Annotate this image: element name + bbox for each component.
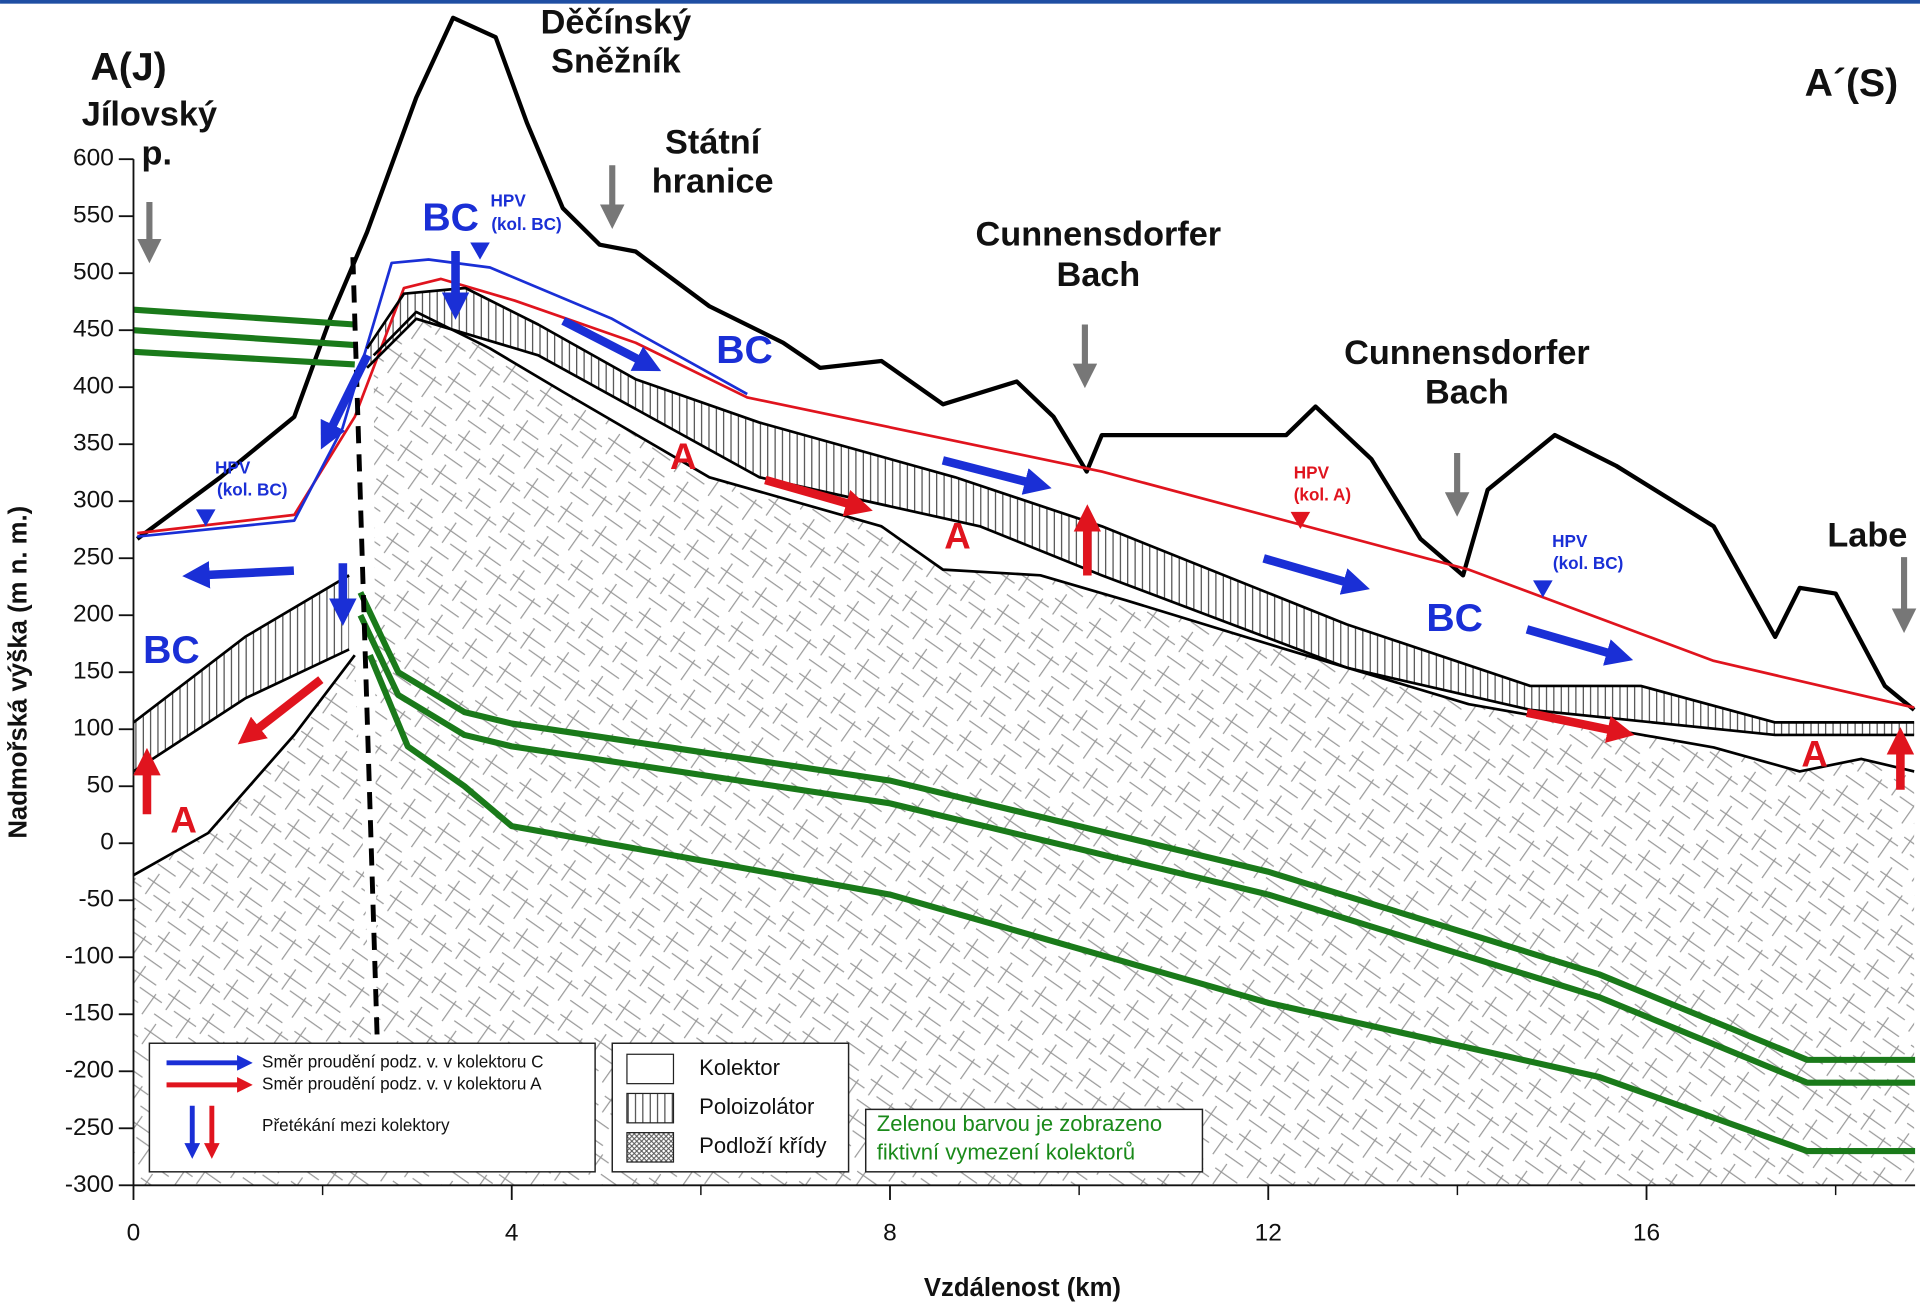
legend-text: Podloží křídy bbox=[699, 1133, 826, 1158]
collector-label: BC bbox=[143, 629, 200, 672]
x-tick-label: 4 bbox=[505, 1220, 519, 1247]
hpv-label: HPV bbox=[491, 191, 527, 211]
y-tick-label: 400 bbox=[73, 373, 114, 400]
label: Bach bbox=[1425, 373, 1509, 411]
y-tick-label: -250 bbox=[65, 1114, 114, 1141]
hpv-label: HPV bbox=[1294, 462, 1330, 482]
label: Děčínský bbox=[541, 4, 691, 42]
label: Bach bbox=[1056, 256, 1140, 294]
collector-label: BC bbox=[716, 329, 773, 372]
label: Cunnensdorfer bbox=[1344, 334, 1590, 372]
collector-label: A bbox=[670, 436, 697, 477]
hpv-label: (kol. BC) bbox=[1553, 553, 1623, 573]
swatch-kolektor bbox=[627, 1054, 674, 1083]
label: Státní bbox=[665, 124, 762, 162]
y-tick-label: -100 bbox=[65, 943, 114, 970]
y-tick-label: 450 bbox=[73, 316, 114, 343]
label: hranice bbox=[652, 163, 774, 201]
label: Sněžník bbox=[551, 43, 681, 81]
label: Jílovský bbox=[82, 95, 217, 133]
y-tick-label: 300 bbox=[73, 487, 114, 514]
chart: -300 -250 -200 -150 -100 -50 0 50 100 150 200 250 30… bbox=[0, 0, 1920, 1307]
hpv-label: (kol. BC) bbox=[217, 480, 287, 500]
hpv-label: (kol. BC) bbox=[491, 214, 561, 234]
y-tick-label: 350 bbox=[73, 430, 114, 457]
x-tick-label: 12 bbox=[1255, 1220, 1282, 1247]
legend-text: Přetékání mezi kolektory bbox=[262, 1115, 450, 1135]
top-border bbox=[0, 0, 1920, 4]
x-tick-label: 8 bbox=[883, 1220, 897, 1247]
y-tick-label: 250 bbox=[73, 544, 114, 571]
hpv-label: (kol. A) bbox=[1294, 484, 1351, 504]
profile-line bbox=[133, 352, 354, 365]
hpv-label: HPV bbox=[215, 458, 251, 478]
bedrock-area bbox=[374, 312, 1914, 1185]
note-text: Zelenou barvou je zobrazeno bbox=[877, 1111, 1162, 1136]
label: Labe bbox=[1827, 517, 1907, 555]
y-tick-label: 150 bbox=[73, 658, 114, 685]
legend-text: Směr proudění podz. v. v kolektoru C bbox=[262, 1051, 543, 1071]
note-text: fiktivní vymezení kolektorů bbox=[877, 1139, 1135, 1164]
y-tick-label: -200 bbox=[65, 1057, 114, 1084]
x-tick-label: 0 bbox=[127, 1220, 141, 1247]
label: p. bbox=[142, 135, 172, 173]
collector-label: A bbox=[170, 800, 197, 841]
y-tick-label: -150 bbox=[65, 1000, 114, 1027]
profile-line bbox=[133, 310, 354, 325]
y-tick-label: 100 bbox=[73, 715, 114, 742]
y-tick-label: -300 bbox=[65, 1171, 114, 1198]
label: A´(S) bbox=[1805, 62, 1899, 105]
swatch-poloizolator bbox=[627, 1093, 674, 1122]
collector-label: BC bbox=[422, 197, 479, 240]
y-axis-title: Nadmořská výška (m n. m.) bbox=[4, 506, 32, 839]
flow-arrow-c bbox=[196, 571, 294, 576]
flow-arrow-c bbox=[1527, 629, 1620, 656]
legend-text: Kolektor bbox=[699, 1055, 780, 1080]
collector-label: A bbox=[944, 515, 971, 556]
flow-arrow-c bbox=[1264, 558, 1357, 585]
x-tick-label: 16 bbox=[1633, 1220, 1660, 1247]
y-tick-label: 550 bbox=[73, 202, 114, 229]
legend-text: Směr proudění podz. v. v kolektoru A bbox=[262, 1073, 542, 1093]
label: A(J) bbox=[90, 46, 166, 89]
y-tick-label: 50 bbox=[87, 772, 114, 799]
y-tick-label: 500 bbox=[73, 259, 114, 286]
page: {"chart_data": { "type": "profile", "xla… bbox=[0, 0, 1920, 1307]
collector-label: BC bbox=[1426, 597, 1483, 640]
y-tick-label: -50 bbox=[79, 886, 114, 913]
label: Cunnensdorfer bbox=[976, 215, 1222, 253]
y-tick-label: 0 bbox=[100, 829, 114, 856]
x-axis-title: Vzdálenost (km) bbox=[924, 1274, 1121, 1302]
swatch-podlozi bbox=[627, 1133, 674, 1162]
y-tick-label: 200 bbox=[73, 601, 114, 628]
hpv-label: HPV bbox=[1552, 531, 1588, 551]
y-tick-label: 600 bbox=[73, 145, 114, 172]
legend-text: Poloizolátor bbox=[699, 1094, 814, 1119]
collector-label: A bbox=[1801, 733, 1828, 774]
